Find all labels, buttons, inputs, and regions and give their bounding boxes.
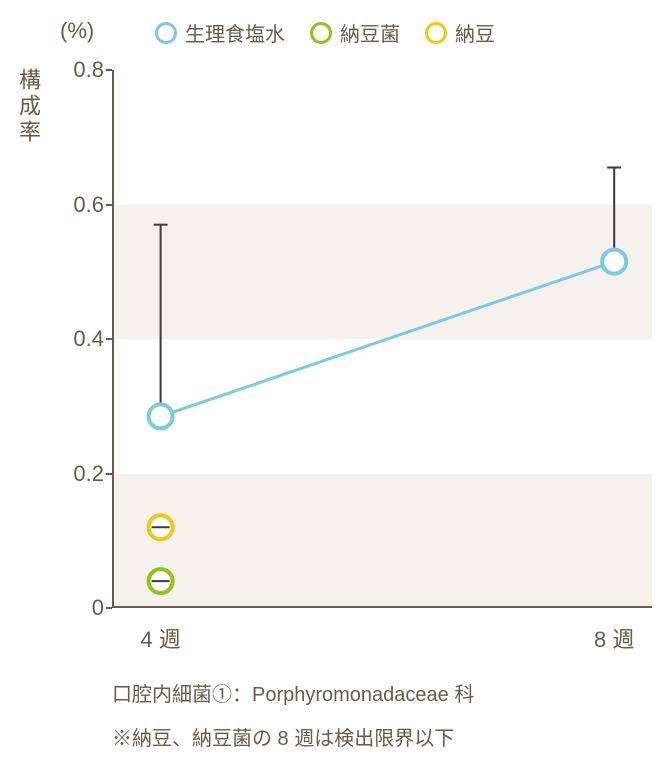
y-axis-line	[112, 70, 114, 608]
caption-line1: 口腔内細菌①：Porphyromonadaceae 科	[112, 678, 474, 707]
y-axis-label: 構成率	[12, 68, 44, 146]
legend-item-bacillus: 納豆菌	[310, 18, 400, 47]
legend-label: 生理食塩水	[185, 18, 285, 47]
legend-label: 納豆	[455, 18, 495, 47]
y-tick-mark	[106, 473, 112, 475]
x-tick-label: 4 週	[121, 622, 201, 654]
circle-icon	[310, 22, 332, 44]
x-tick-label: 8 週	[574, 622, 654, 654]
circle-icon	[425, 22, 447, 44]
legend-item-saline: 生理食塩水	[155, 18, 285, 47]
y-tick-label: 0.6	[58, 192, 104, 218]
y-tick-label: 0.2	[58, 461, 104, 487]
chart-container: (%) 生理食塩水 納豆菌 納豆 構成率 0 0.2 0.4 0.6 0.8 4 週 8 …	[0, 0, 660, 762]
y-tick-mark	[106, 69, 112, 71]
plot-area	[112, 70, 652, 608]
y-tick-label: 0	[58, 595, 104, 621]
x-axis-line	[112, 606, 652, 608]
y-tick-mark	[106, 607, 112, 609]
chart-svg	[112, 70, 652, 608]
y-tick-label: 0.8	[58, 57, 104, 83]
data-marker	[149, 404, 173, 428]
legend-label: 納豆菌	[340, 18, 400, 47]
y-tick-mark	[106, 338, 112, 340]
y-tick-mark	[106, 204, 112, 206]
y-tick-label: 0.4	[58, 326, 104, 352]
circle-icon	[155, 22, 177, 44]
y-axis-unit: (%)	[60, 18, 94, 44]
legend: 生理食塩水 納豆菌 納豆	[155, 18, 495, 47]
legend-item-natto: 納豆	[425, 18, 495, 47]
caption-line2: ※納豆、納豆菌の 8 週は検出限界以下	[112, 722, 454, 751]
data-marker	[602, 250, 626, 274]
